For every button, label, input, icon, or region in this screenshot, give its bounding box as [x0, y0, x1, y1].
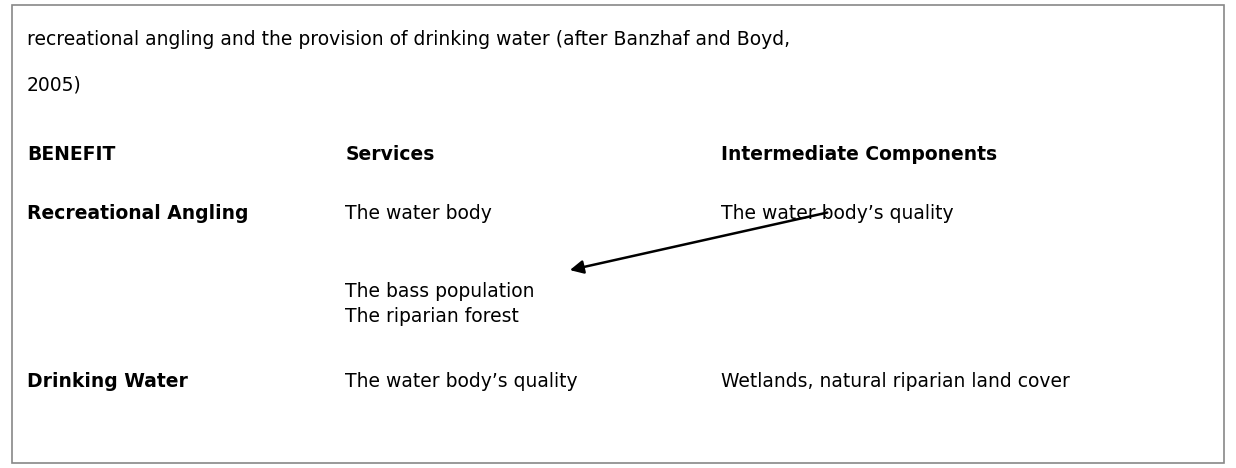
Text: The water body’s quality: The water body’s quality	[346, 372, 578, 391]
Text: Intermediate Components: Intermediate Components	[721, 145, 997, 163]
Text: The bass population
The riparian forest: The bass population The riparian forest	[346, 282, 535, 326]
Text: BENEFIT: BENEFIT	[27, 145, 115, 163]
Text: 2005): 2005)	[27, 76, 82, 95]
Text: Services: Services	[346, 145, 435, 163]
Text: Wetlands, natural riparian land cover: Wetlands, natural riparian land cover	[721, 372, 1070, 391]
Text: The water body’s quality: The water body’s quality	[721, 204, 954, 223]
Text: The water body: The water body	[346, 204, 492, 223]
Text: Drinking Water: Drinking Water	[27, 372, 188, 391]
Text: recreational angling and the provision of drinking water (after Banzhaf and Boyd: recreational angling and the provision o…	[27, 30, 790, 49]
Text: Recreational Angling: Recreational Angling	[27, 204, 248, 223]
